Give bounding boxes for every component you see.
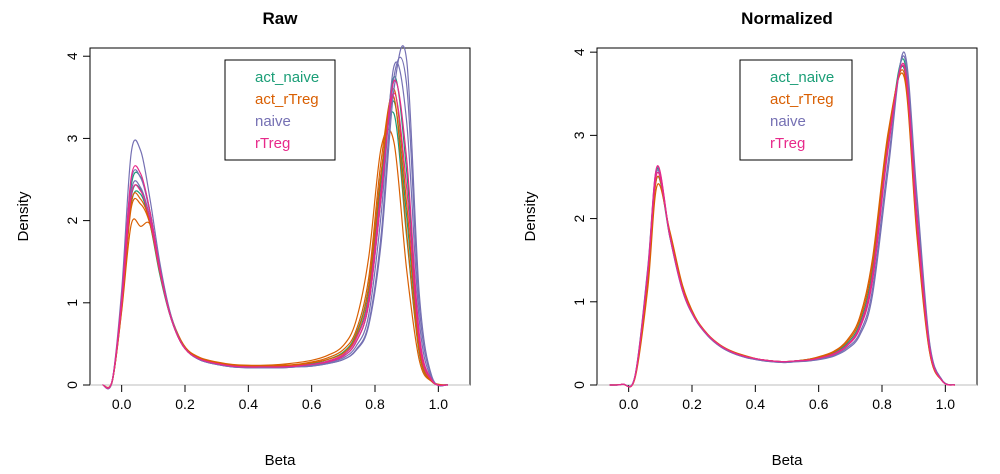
x-axis-label: Beta bbox=[265, 452, 297, 469]
x-tick-label: 0.0 bbox=[619, 396, 639, 412]
x-axis-label: Beta bbox=[772, 452, 804, 469]
x-tick-label: 0.8 bbox=[872, 396, 892, 412]
y-tick-label: 0 bbox=[571, 381, 587, 389]
density-line-naive bbox=[609, 55, 956, 388]
x-tick-label: 1.0 bbox=[936, 396, 956, 412]
y-tick-label: 3 bbox=[571, 131, 587, 139]
y-tick-label: 4 bbox=[571, 48, 587, 56]
x-tick-label: 0.2 bbox=[682, 396, 702, 412]
chart-title: Normalized bbox=[741, 9, 833, 28]
legend-box bbox=[224, 59, 336, 161]
x-tick-label: 0.8 bbox=[365, 396, 385, 412]
legend-entry-act_rTreg: act_rTreg bbox=[255, 91, 319, 108]
panel-normalized: Normalized 0.0 0.2 0.4 0.6 0.8 1.0 0 1 2 3 4 Beta Den… bbox=[522, 9, 978, 469]
legend-entry-act_naive: act_naive bbox=[255, 69, 319, 86]
panel-raw: Raw 0.0 0.2 0.4 0.6 0.8 1.0 0 1 2 3 4 Beta Density act… bbox=[15, 9, 471, 469]
density-line-rTreg bbox=[102, 92, 448, 389]
x-tick-label: 0.6 bbox=[302, 396, 322, 412]
y-tick-label: 4 bbox=[64, 52, 80, 60]
y-tick-label: 2 bbox=[571, 214, 587, 222]
x-tick-label: 0.6 bbox=[809, 396, 829, 412]
legend-entry-rTreg: rTreg bbox=[770, 135, 805, 152]
x-tick-label: 0.0 bbox=[112, 396, 132, 412]
density-line-rTreg bbox=[609, 64, 956, 388]
x-tick-label: 0.2 bbox=[175, 396, 195, 412]
y-tick-label: 1 bbox=[571, 298, 587, 306]
x-tick-label: 0.4 bbox=[239, 396, 259, 412]
y-axis-label: Density bbox=[522, 191, 539, 242]
y-tick-label: 2 bbox=[64, 217, 80, 225]
chart-title: Raw bbox=[263, 9, 299, 28]
y-axis-label: Density bbox=[15, 191, 32, 242]
legend-entry-act_naive: act_naive bbox=[770, 69, 834, 86]
legend-entry-act_rTreg: act_rTreg bbox=[770, 91, 834, 108]
y-tick-label: 1 bbox=[64, 299, 80, 307]
legend-entry-naive: naive bbox=[255, 113, 291, 130]
density-line-act_rTreg bbox=[102, 129, 448, 389]
legend-entry-naive: naive bbox=[770, 113, 806, 130]
y-tick-label: 3 bbox=[64, 134, 80, 142]
x-tick-label: 1.0 bbox=[429, 396, 449, 412]
y-tick-label: 0 bbox=[64, 381, 80, 389]
legend-entry-rTreg: rTreg bbox=[255, 135, 290, 152]
x-tick-label: 0.4 bbox=[746, 396, 766, 412]
density-line-naive bbox=[102, 61, 449, 389]
legend-box bbox=[739, 59, 853, 161]
